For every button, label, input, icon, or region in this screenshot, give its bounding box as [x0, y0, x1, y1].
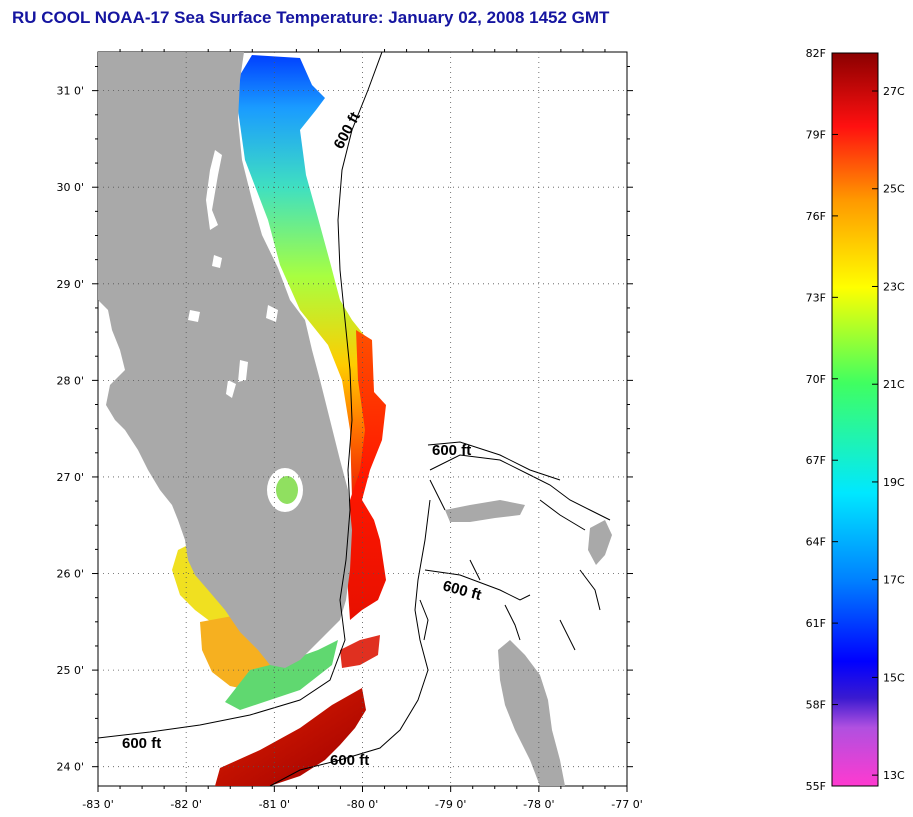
y-tick-label: 28 0' [56, 374, 84, 387]
colorbar-c-label: 25C [883, 183, 905, 196]
x-tick-label: -78 0' [523, 798, 555, 811]
map-axes: -83 0' -82 0' -81 0' -80 0' -79 0' -78 0' -77 … [56, 49, 643, 811]
bahamas-grand-bahama [445, 500, 525, 522]
colorbar-f-label: 82F [806, 47, 826, 60]
bahamas-andros [498, 640, 565, 786]
colorbar-f-label: 55F [806, 780, 826, 793]
florida-land [98, 52, 352, 668]
colorbar-f-label: 67F [806, 454, 826, 467]
colorbar-c-label: 13C [883, 769, 905, 782]
colorbar-c-label: 17C [883, 574, 905, 587]
map-grid [98, 52, 627, 786]
colorbar-f-label: 79F [806, 128, 826, 141]
map-title: RU COOL NOAA-17 Sea Surface Temperature:… [12, 8, 610, 27]
y-tick-label: 27 0' [56, 471, 84, 484]
inland-lakes [188, 150, 278, 398]
colorbar-f-label: 58F [806, 699, 826, 712]
colorbar-c-label: 27C [883, 85, 905, 98]
sst-gulf-stream [346, 330, 386, 620]
y-tick-label: 30 0' [56, 181, 84, 194]
contour-label: 600 ft [330, 752, 369, 769]
contour-600ft-bahama-west [269, 499, 431, 786]
x-tick-label: -82 0' [170, 798, 202, 811]
contour-600ft-east [98, 52, 383, 739]
colorbar-f-label: 76F [806, 210, 826, 223]
x-tick-label: -83 0' [82, 798, 114, 811]
colorbar-f-label: 73F [806, 291, 826, 304]
colorbar-c-label: 21C [883, 378, 905, 391]
x-tick-label: -79 0' [435, 798, 467, 811]
colorbar-c-label: 19C [883, 476, 905, 489]
y-tick-label: 24 0' [56, 761, 84, 774]
contour-label: 600 ft [122, 735, 161, 752]
colorbar-c-label: 23C [883, 280, 905, 293]
contour-600ft-bahama-north [427, 441, 561, 481]
colorbar-f-label: 70F [806, 373, 826, 386]
colorbar-f-label: 64F [806, 536, 826, 549]
colorbar-f-label: 61F [806, 617, 826, 630]
x-tick-label: -77 0' [611, 798, 643, 811]
y-tick-label: 29 0' [56, 278, 84, 291]
sst-straits [215, 688, 366, 786]
colorbar: 82F 79F 76F 73F 70F 67F 64F 61F 58F 55F 27C 25C 23C… [806, 47, 905, 793]
colorbar-c-label: 15C [883, 671, 905, 684]
bahamas-abaco [588, 520, 612, 565]
sst-keys-green [225, 640, 338, 710]
colorbar-gradient [831, 52, 879, 787]
bahamas-bank-outline [429, 454, 611, 531]
bahamas-cays [419, 559, 601, 651]
x-tick-label: -81 0' [259, 798, 291, 811]
y-tick-label: 26 0' [56, 568, 84, 581]
contour-label: 600 ft [432, 442, 471, 459]
sst-east-coast [238, 55, 382, 498]
y-tick-label: 25 0' [56, 664, 84, 677]
y-tick-label: 31 0' [56, 85, 84, 98]
sst-keys-red [340, 635, 380, 668]
x-tick-label: -80 0' [347, 798, 379, 811]
lake-okeechobee-sst [276, 476, 298, 504]
